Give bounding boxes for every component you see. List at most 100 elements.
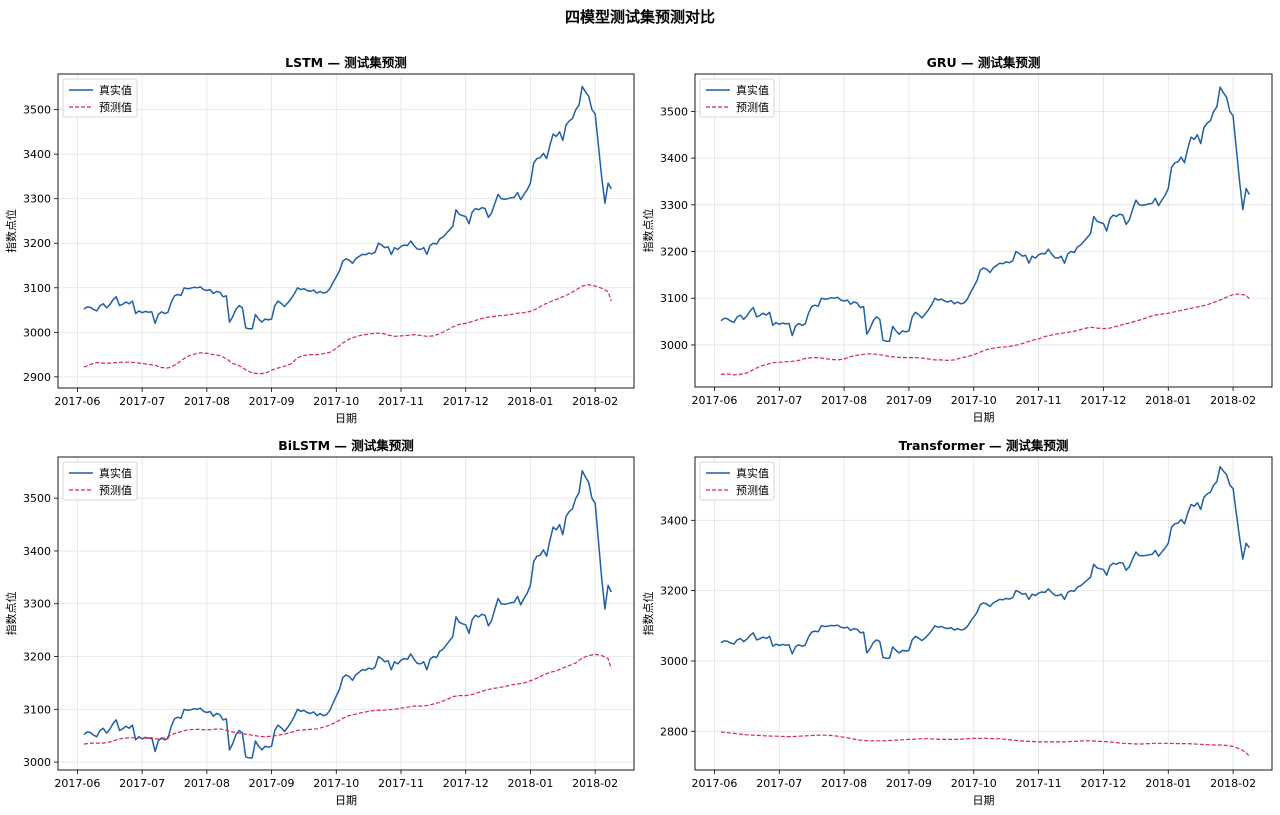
x-tick-label: 2017-09 [249,395,295,408]
x-tick-label: 2017-08 [184,395,230,408]
x-tick-label: 2017-12 [443,395,489,408]
y-tick-label: 3200 [23,237,51,250]
x-tick-label: 2018-02 [572,777,618,790]
x-tick-label: 2017-06 [691,777,737,790]
subplot-4: Transformer — 测试集预测 2017-06 2017-07 2017-08… [641,438,1273,807]
legend-label: 真实值 [736,83,769,97]
x-tick-label: 2017-07 [756,394,802,407]
x-tick-label: 2017-11 [378,395,424,408]
x-tick-label: 2017-08 [821,777,867,790]
plot-frame [694,73,1273,388]
series-line-predicted [83,653,612,745]
x-tick-label: 2018-01 [507,395,553,408]
legend-label: 真实值 [99,83,132,97]
y-axis-label: 指数点位 [4,209,18,253]
x-tick-label: 2017-11 [1016,777,1062,790]
x-tick-label: 2017-10 [313,777,359,790]
legend-label: 真实值 [99,466,132,480]
x-tick-label: 2017-10 [951,394,997,407]
plot-frame [57,456,635,771]
x-tick-label: 2017-11 [378,777,424,790]
y-tick-label: 3100 [23,703,51,716]
subplot-title: LSTM — 测试集预测 [285,55,407,70]
series-line-predicted [83,284,612,375]
y-tick-label: 3300 [23,193,51,206]
x-tick-label: 2017-08 [821,394,867,407]
x-tick-label: 2018-01 [1145,394,1191,407]
y-tick-label: 3400 [23,545,51,558]
x-axis-label: 日期 [335,412,357,425]
y-tick-label: 3500 [660,105,688,118]
x-tick-label: 2018-02 [1210,777,1256,790]
legend-label: 预测值 [99,484,132,497]
legend-label: 真实值 [736,466,769,480]
y-tick-label: 3200 [660,246,688,259]
y-tick-label: 3500 [23,104,51,117]
y-tick-label: 3000 [660,655,688,668]
x-tick-label: 2017-06 [54,777,100,790]
series-line-actual [720,466,1250,659]
y-axis-label: 指数点位 [641,209,655,253]
subplot-2: GRU — 测试集预测 2017-06 2017-07 2017-08 2017-09 2… [641,55,1273,424]
x-tick-label: 2018-01 [507,777,553,790]
series-line-predicted [720,731,1250,757]
x-axis-label: 日期 [973,794,995,807]
x-tick-label: 2017-09 [886,394,932,407]
subplot-title: Transformer — 测试集预测 [899,438,1069,453]
x-tick-label: 2017-12 [1080,394,1126,407]
subplot-title: GRU — 测试集预测 [927,55,1041,70]
series-line-actual [83,469,612,759]
x-axis-label: 日期 [335,794,357,807]
x-tick-label: 2017-07 [119,777,165,790]
y-tick-label: 2900 [23,371,51,384]
y-tick-label: 3400 [23,148,51,161]
y-tick-label: 3100 [23,282,51,295]
x-tick-label: 2017-08 [184,777,230,790]
series-line-actual [83,85,612,330]
x-tick-label: 2018-02 [1210,394,1256,407]
y-axis-label: 指数点位 [4,592,18,636]
x-tick-label: 2017-06 [691,394,737,407]
plot-frame [694,456,1273,771]
legend-label: 预测值 [736,484,769,497]
subplot-title: BiLSTM — 测试集预测 [278,438,413,453]
y-tick-label: 3400 [660,514,688,527]
x-tick-label: 2018-01 [1145,777,1191,790]
legend-label: 预测值 [736,101,769,114]
y-tick-label: 3300 [23,598,51,611]
series-line-predicted [720,293,1250,376]
y-tick-label: 3000 [23,756,51,769]
legend-label: 预测值 [99,101,132,114]
x-tick-label: 2017-09 [886,777,932,790]
x-tick-label: 2017-07 [756,777,802,790]
plot-frame [57,73,635,389]
y-tick-label: 3000 [23,326,51,339]
x-tick-label: 2017-12 [1080,777,1126,790]
y-axis-label: 指数点位 [641,592,655,636]
x-tick-label: 2017-12 [443,777,489,790]
x-axis-label: 日期 [973,411,995,424]
x-tick-label: 2017-10 [951,777,997,790]
y-tick-label: 3200 [660,585,688,598]
subplot-1: LSTM — 测试集预测 2017-06 2017-07 2017-08 2017-09… [4,55,635,425]
y-tick-label: 3100 [660,292,688,305]
x-tick-label: 2017-10 [313,395,359,408]
figure-title: 四模型测试集预测对比 [564,8,715,26]
y-tick-label: 3000 [660,339,688,352]
x-tick-label: 2018-02 [572,395,618,408]
series-line-actual [720,86,1250,342]
y-tick-label: 2800 [660,725,688,738]
y-tick-label: 3200 [23,651,51,664]
x-tick-label: 2017-09 [249,777,295,790]
x-tick-label: 2017-07 [119,395,165,408]
x-tick-label: 2017-11 [1016,394,1062,407]
y-tick-label: 3500 [23,492,51,505]
x-tick-label: 2017-06 [54,395,100,408]
subplot-3: BiLSTM — 测试集预测 2017-06 2017-07 2017-08 2017-… [4,438,635,807]
y-tick-label: 3300 [660,199,688,212]
